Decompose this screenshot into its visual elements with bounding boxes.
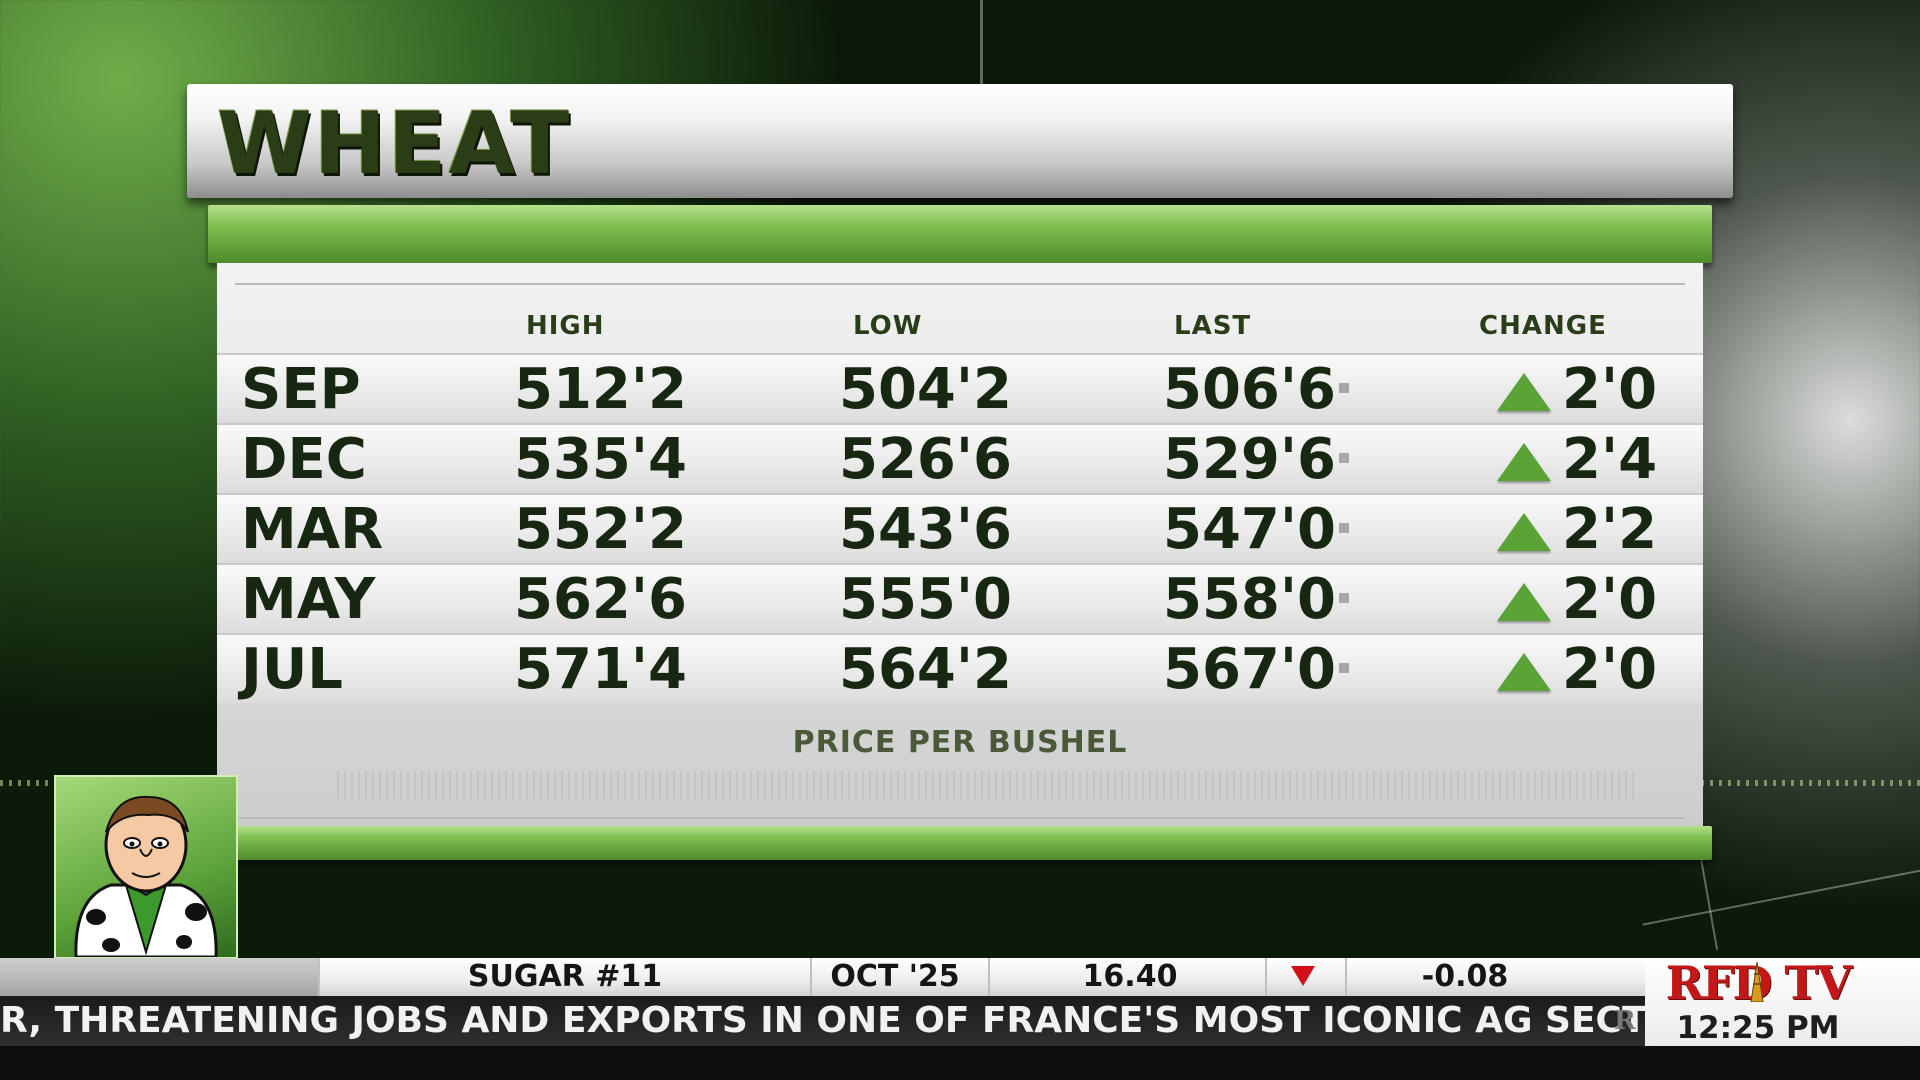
change-cell: 2'0: [1562, 357, 1658, 422]
ticker-change: -0.08: [1421, 959, 1509, 994]
low-cell: 504'2: [839, 357, 1013, 422]
up-triangle-icon: [1497, 653, 1551, 691]
high-cell: 562'6: [514, 567, 688, 632]
headline-crawl: R, THREATENING JOBS AND EXPORTS IN ONE O…: [0, 996, 1645, 1046]
divider: [318, 958, 320, 996]
low-cell: 543'6: [839, 497, 1013, 562]
mascot-badge: [54, 775, 238, 959]
last-cell: 558'0: [1163, 567, 1337, 632]
month-cell: MAR: [241, 497, 384, 562]
decorative-wave: [337, 771, 1637, 799]
background-line: [980, 0, 983, 90]
bottom-accent-bar: [208, 826, 1712, 860]
background-line: [1642, 866, 1920, 926]
table-row: MAY 562'6 555'0 558'0 2'0: [217, 563, 1703, 633]
column-header-change: CHANGE: [1479, 311, 1607, 341]
divider: [235, 283, 1685, 285]
table-row: DEC 535'4 526'6 529'6 2'4: [217, 423, 1703, 493]
last-cell: 547'0: [1163, 497, 1337, 562]
divider: [1265, 958, 1267, 996]
network-logo-box: RFD TV 12:25 PM MT: [1645, 956, 1920, 1080]
column-header-low: LOW: [853, 311, 923, 341]
price-table: HIGH LOW LAST CHANGE SEP 512'2 504'2 506…: [217, 263, 1703, 826]
unchanged-marker-icon: [1339, 383, 1349, 393]
low-cell: 564'2: [839, 637, 1013, 702]
title-bar: WHEAT: [187, 84, 1733, 198]
divider: [235, 817, 1685, 819]
table-row: JUL 571'4 564'2 567'0 2'0: [217, 633, 1703, 703]
high-cell: 552'2: [514, 497, 688, 562]
divider: [810, 958, 812, 996]
change-cell: 2'2: [1562, 497, 1658, 562]
unchanged-marker-icon: [1339, 523, 1349, 533]
ticker-lead-block: [0, 958, 318, 996]
bottom-strip: [0, 1046, 1920, 1080]
high-cell: 571'4: [514, 637, 688, 702]
last-cell: 529'6: [1163, 427, 1337, 492]
page-title: WHEAT: [217, 94, 572, 194]
table-row: MAR 552'2 543'6 547'0 2'2: [217, 493, 1703, 563]
ticker-commodity: SUGAR #11: [467, 959, 663, 994]
ticker-price: 16.40: [1082, 959, 1178, 994]
month-cell: JUL: [241, 637, 343, 702]
last-cell: 506'6: [1163, 357, 1337, 422]
unchanged-marker-icon: [1339, 453, 1349, 463]
column-header-high: HIGH: [526, 311, 605, 341]
up-triangle-icon: [1497, 513, 1551, 551]
divider: [1345, 958, 1347, 996]
high-cell: 535'4: [514, 427, 688, 492]
table-row: SEP 512'2 504'2 506'6 2'0: [217, 353, 1703, 423]
tower-icon: [1750, 962, 1764, 1002]
market-ticker: SUGAR #11 OCT '25 16.40 -0.08: [0, 958, 1645, 996]
ticker-contract: OCT '25: [830, 959, 960, 994]
unchanged-marker-icon: [1339, 593, 1349, 603]
change-cell: 2'4: [1562, 427, 1658, 492]
down-triangle-icon: [1291, 966, 1315, 986]
up-triangle-icon: [1497, 443, 1551, 481]
high-cell: 512'2: [514, 357, 688, 422]
change-cell: 2'0: [1562, 637, 1658, 702]
divider: [988, 958, 990, 996]
month-cell: DEC: [241, 427, 367, 492]
unchanged-marker-icon: [1339, 663, 1349, 673]
change-cell: 2'0: [1562, 567, 1658, 632]
up-triangle-icon: [1497, 583, 1551, 621]
column-header-last: LAST: [1174, 311, 1252, 341]
crawl-logo-ghost: R: [1614, 1006, 1636, 1036]
month-cell: MAY: [241, 567, 376, 632]
up-triangle-icon: [1497, 373, 1551, 411]
low-cell: 526'6: [839, 427, 1013, 492]
month-cell: SEP: [241, 357, 361, 422]
price-unit-label: PRICE PER BUSHEL: [792, 725, 1128, 760]
low-cell: 555'0: [839, 567, 1013, 632]
top-accent-bar: [208, 205, 1712, 263]
crawl-text: R, THREATENING JOBS AND EXPORTS IN ONE O…: [0, 1000, 1645, 1041]
mascot-cartoon-icon: [74, 795, 218, 957]
last-cell: 567'0: [1163, 637, 1337, 702]
